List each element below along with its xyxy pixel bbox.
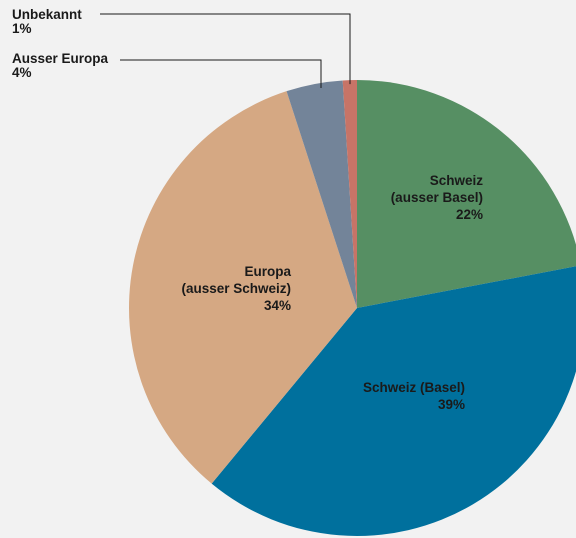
slice-category-label: (ausser Schweiz) [181, 281, 291, 296]
leader-lines [100, 13, 351, 88]
pie-slice-4 [342, 80, 357, 308]
slice-category-label: (ausser Basel) [391, 190, 483, 205]
slice-label-3: Ausser Europa 4% [12, 51, 109, 80]
slice-labels: Schweiz (ausser Basel) 22% Schweiz (Basel) 3… [12, 7, 483, 412]
slice-category-label: Schweiz [430, 173, 484, 188]
slice-category-label: Europa [244, 264, 291, 279]
pie-slices [128, 80, 576, 536]
pie-slice-0 [357, 80, 576, 308]
leader-line-4 [100, 13, 351, 85]
pie-slice-1 [211, 266, 576, 536]
leader-line-3 [120, 59, 322, 88]
pie-slice-2 [128, 91, 357, 484]
pie-slice-3 [286, 80, 357, 308]
slice-label-0: Schweiz (ausser Basel) 22% [391, 173, 484, 222]
slice-label-4: Unbekannt 1% [12, 7, 82, 36]
slice-value-label: 39% [438, 397, 465, 412]
slice-label-1: Schweiz (Basel) 39% [363, 380, 465, 412]
slice-category-label: Schweiz (Basel) [363, 380, 465, 395]
slice-category-label: Ausser Europa [12, 51, 109, 66]
slice-category-label: Unbekannt [12, 7, 82, 22]
slice-value-label: 22% [456, 207, 483, 222]
slice-value-label: 1% [12, 21, 32, 36]
slice-label-2: Europa (ausser Schweiz) 34% [181, 264, 291, 313]
slice-value-label: 4% [12, 65, 32, 80]
slice-value-label: 34% [264, 298, 291, 313]
